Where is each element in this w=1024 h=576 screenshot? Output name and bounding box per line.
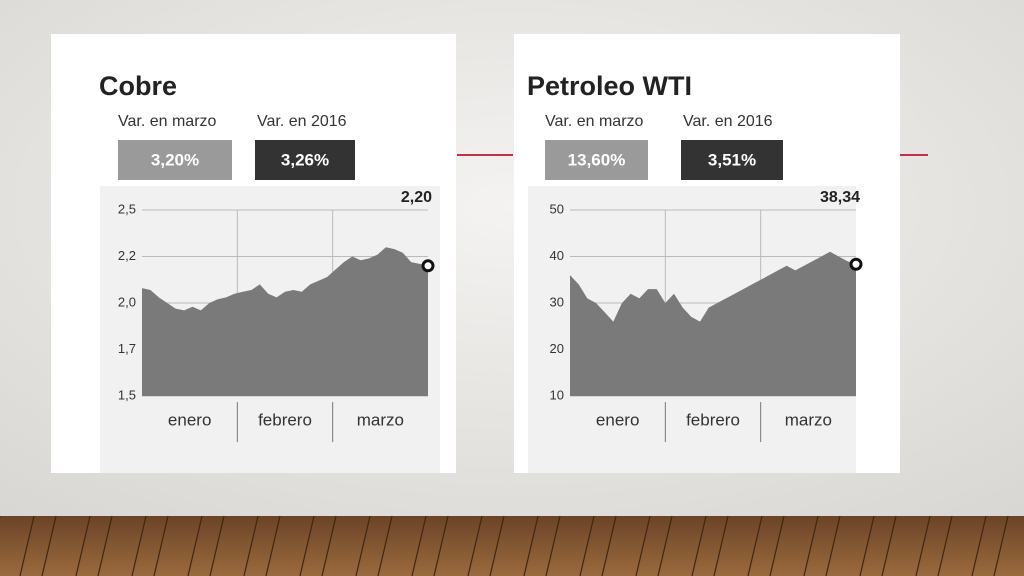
plank-seam (153, 515, 169, 576)
plank-seam (937, 515, 953, 576)
plank-seam (523, 515, 539, 576)
plank-seam (97, 515, 113, 576)
x-tick-label: enero (168, 410, 211, 429)
plank-seam (545, 515, 561, 576)
chart-title: Petroleo WTI (527, 71, 692, 101)
plank-seam (747, 515, 763, 576)
y-tick-label: 10 (550, 387, 564, 402)
x-tick-label: febrero (686, 410, 740, 429)
end-marker (421, 259, 435, 273)
plank-seam (635, 515, 651, 576)
plank-seam (467, 515, 483, 576)
plank-seam (915, 515, 931, 576)
stat-label: Var. en 2016 (257, 113, 347, 130)
wood-floor (0, 516, 1024, 576)
stat-value: 13,60% (568, 150, 626, 169)
chart-title: Cobre (99, 71, 177, 101)
stat-value: 3,26% (281, 150, 329, 169)
plank-seam (377, 515, 393, 576)
end-marker (849, 257, 863, 271)
area (570, 251, 856, 396)
plank-seam (859, 515, 875, 576)
plank-seam (243, 515, 259, 576)
stat-label: Var. en marzo (545, 113, 644, 130)
stat-label: Var. en 2016 (683, 113, 773, 130)
plank-seam (971, 515, 987, 576)
plank-seam (601, 515, 617, 576)
plank-seam (713, 515, 729, 576)
plank-seam (489, 515, 505, 576)
end-label: 2,20 (401, 189, 432, 206)
stat-box (118, 140, 232, 180)
stat-box (681, 140, 783, 180)
planks (0, 515, 1009, 576)
plank-seam (131, 515, 147, 576)
stat-value: 3,51% (708, 150, 756, 169)
y-tick-label: 2,5 (118, 201, 136, 216)
x-tick-label: enero (596, 410, 639, 429)
area (142, 247, 428, 396)
x-tick-label: marzo (785, 410, 832, 429)
x-tick-label: marzo (357, 410, 404, 429)
plank-seam (209, 515, 225, 576)
y-tick-label: 30 (550, 294, 564, 309)
plank-seam (769, 515, 785, 576)
plank-seam (579, 515, 595, 576)
plank-seam (411, 515, 427, 576)
y-tick-label: 2,0 (118, 294, 136, 309)
stat-value: 3,20% (151, 150, 199, 169)
x-tick-label: febrero (258, 410, 312, 429)
y-tick-label: 2,2 (118, 248, 136, 263)
plank-seam (187, 515, 203, 576)
plank-seam (75, 515, 91, 576)
plank-seam (993, 515, 1009, 576)
stat-box (545, 140, 648, 180)
plank-seam (299, 515, 315, 576)
plank-seam (321, 515, 337, 576)
end-label: 38,34 (820, 189, 860, 206)
plank-seam (881, 515, 897, 576)
plank-seam (41, 515, 57, 576)
plank-seam (803, 515, 819, 576)
y-tick-label: 1,5 (118, 387, 136, 402)
y-tick-label: 50 (550, 201, 564, 216)
plank-seam (657, 515, 673, 576)
y-tick-label: 1,7 (118, 341, 136, 356)
stat-box (255, 140, 355, 180)
plank-seam (691, 515, 707, 576)
plank-seam (433, 515, 449, 576)
plank-seam (825, 515, 841, 576)
stat-label: Var. en marzo (118, 113, 217, 130)
plank-seam (355, 515, 371, 576)
plank-seam (265, 515, 281, 576)
y-tick-label: 40 (550, 248, 564, 263)
plank-seam (19, 515, 35, 576)
y-tick-label: 20 (550, 341, 564, 356)
